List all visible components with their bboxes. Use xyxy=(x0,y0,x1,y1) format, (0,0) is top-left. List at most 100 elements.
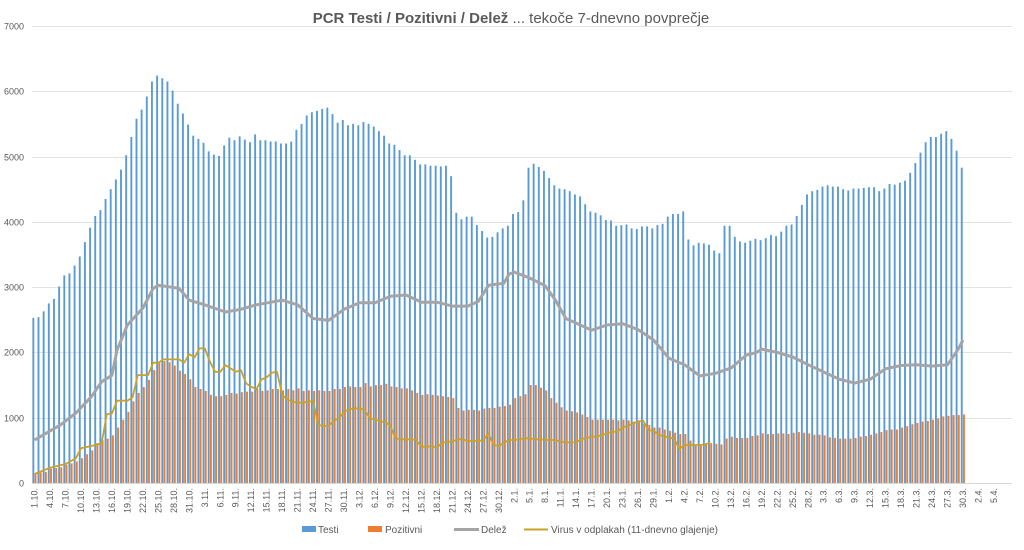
bar-pozitivni xyxy=(658,427,661,483)
bar-testi xyxy=(594,212,597,483)
x-tick-label: 16.10. xyxy=(107,488,117,513)
bar-pozitivni xyxy=(818,434,821,483)
bar-testi xyxy=(393,144,396,483)
y-tick-label: 7000 xyxy=(4,22,24,32)
legend-item-virus[interactable]: Virus v odplakah (11-dnevno glajenje) xyxy=(524,525,718,536)
bar-pozitivni xyxy=(947,415,950,483)
chart-title-bold: PCR Testi / Pozitivni / Delež xyxy=(313,10,509,27)
legend-swatch-testi xyxy=(302,526,316,532)
legend-label-testi: Testi xyxy=(318,525,339,536)
x-tick-label: 18.12. xyxy=(432,488,442,513)
x-tick-label: 19.2. xyxy=(757,488,767,508)
bar-pozitivni xyxy=(803,432,806,483)
bar-pozitivni xyxy=(957,415,960,483)
bar-testi xyxy=(491,236,494,483)
bar-pozitivni xyxy=(462,410,465,483)
bar-pozitivni xyxy=(705,443,708,483)
bar-testi xyxy=(486,237,489,483)
y-tick-label: 3000 xyxy=(4,283,24,293)
bar-testi xyxy=(795,215,798,484)
bar-testi xyxy=(857,188,860,483)
bar-testi xyxy=(481,231,484,483)
bar-testi xyxy=(888,183,891,484)
bar-pozitivni xyxy=(885,430,888,483)
bar-pozitivni xyxy=(349,386,352,483)
bar-pozitivni xyxy=(246,391,248,483)
bar-testi xyxy=(78,256,81,483)
bar-testi xyxy=(568,191,571,484)
bar-testi xyxy=(553,185,556,484)
x-tick-label: 22.2. xyxy=(772,488,782,508)
bar-pozitivni xyxy=(828,437,831,483)
bar-testi xyxy=(285,143,288,483)
bar-pozitivni xyxy=(354,387,357,483)
bar-pozitivni xyxy=(467,409,470,483)
bar-testi xyxy=(924,142,927,483)
bar-testi xyxy=(42,311,45,483)
bar-pozitivni xyxy=(189,379,192,483)
bar-testi xyxy=(151,81,153,484)
x-tick-label: 12.12. xyxy=(401,488,411,513)
bar-pozitivni xyxy=(153,370,156,483)
bar-pozitivni xyxy=(509,404,512,483)
bar-testi xyxy=(32,317,35,483)
bar-testi xyxy=(99,210,102,484)
bar-pozitivni xyxy=(926,420,929,483)
bar-testi xyxy=(192,135,195,483)
x-tick-label: 21.11. xyxy=(293,488,303,512)
bar-testi xyxy=(470,216,473,483)
bar-testi xyxy=(53,298,55,483)
bar-pozitivni xyxy=(937,418,940,483)
bar-pozitivni xyxy=(287,388,290,483)
bar-pozitivni xyxy=(457,407,460,483)
bar-pozitivni xyxy=(756,435,759,483)
bar-testi xyxy=(769,234,772,483)
bar-testi xyxy=(764,238,767,483)
bar-pozitivni xyxy=(617,420,620,483)
bar-testi xyxy=(790,224,793,483)
legend-item-testi[interactable]: Testi xyxy=(302,525,339,536)
bar-pozitivni xyxy=(545,390,548,483)
bar-testi xyxy=(862,187,865,483)
bar-pozitivni xyxy=(911,424,914,483)
bar-pozitivni xyxy=(684,434,687,483)
bar-testi xyxy=(579,196,582,483)
bar-pozitivni xyxy=(571,411,573,483)
bar-testi xyxy=(439,166,442,484)
legend-item-pozitivni[interactable]: Pozitivni xyxy=(368,525,422,536)
x-tick-label: 17.1. xyxy=(587,488,597,508)
bar-pozitivni xyxy=(792,432,795,483)
bar-pozitivni xyxy=(488,407,491,483)
bar-pozitivni xyxy=(653,427,656,483)
bar-pozitivni xyxy=(75,461,78,483)
bar-testi xyxy=(89,227,92,483)
bar-pozitivni xyxy=(81,458,83,483)
x-tick-label: 11.1. xyxy=(556,488,566,507)
bar-pozitivni xyxy=(694,445,697,483)
bar-testi xyxy=(651,228,654,483)
bar-pozitivni xyxy=(436,395,439,483)
bar-pozitivni xyxy=(256,388,259,483)
y-axis-ticks: 0 1000 2000 3000 4000 5000 6000 7000 xyxy=(4,22,24,489)
bar-testi xyxy=(842,189,845,483)
bar-series-testi xyxy=(32,75,963,484)
x-tick-label: 8.1. xyxy=(540,488,550,503)
bar-testi xyxy=(517,212,520,483)
bar-testi xyxy=(708,244,710,483)
bar-pozitivni xyxy=(220,396,223,483)
bar-pozitivni xyxy=(736,437,738,483)
bar-testi xyxy=(837,186,839,483)
x-tick-label: 13.2. xyxy=(726,488,736,508)
x-tick-label: 22.10. xyxy=(138,488,148,513)
bar-pozitivni xyxy=(364,383,367,483)
x-tick-label: 28.10. xyxy=(169,488,179,513)
bar-testi xyxy=(207,151,210,483)
legend-item-delez[interactable]: Delež xyxy=(454,525,507,536)
bar-testi xyxy=(388,143,391,483)
bar-testi xyxy=(450,176,453,483)
bar-testi xyxy=(156,75,159,484)
bar-testi xyxy=(666,216,669,483)
bar-testi xyxy=(305,115,308,483)
bar-testi xyxy=(883,188,886,483)
bar-testi xyxy=(419,164,422,483)
